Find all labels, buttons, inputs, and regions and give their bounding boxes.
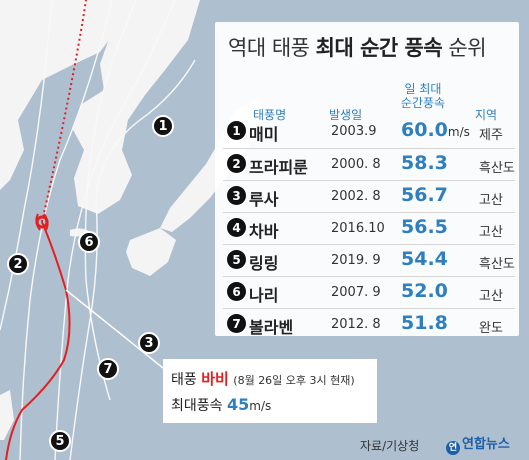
typhoon-speed: 56.5 [401,216,448,238]
typhoon-region: 흑산도 [479,161,515,176]
rank-badge: 2 [227,154,246,173]
typhoon-date: 2003.9 [331,124,377,139]
track-line-d [69,59,196,460]
table-row: 5 링링 2019. 9 54.4 흑산도 [223,244,515,275]
land-korea-peninsula [72,0,200,214]
typhoon-date: 2012. 8 [331,317,381,332]
typhoon-speed: 58.3 [401,152,448,174]
typhoon-region: 고산 [479,193,503,208]
typhoon-name: 프라피룬 [249,158,308,177]
rank-badge: 4 [227,218,246,237]
header-region: 지역 [475,108,498,122]
typhoon-region: 완도 [479,321,503,336]
typhoon-date: 2007. 9 [331,285,381,300]
rank-badge: 1 [227,121,246,140]
typhoon-name: 볼라벤 [249,318,294,337]
panel-title: 역대 태풍 최대 순간 풍속 순위 [228,36,487,60]
logo-mark-icon: 연 [446,441,460,455]
typhoon-name: 루사 [249,190,279,209]
map-marker-1: 1 [152,115,174,137]
header-speed: 일 최대 순간풍속 [400,82,446,110]
typhoon-symbol-icon [35,213,49,231]
track-line-c [84,0,137,401]
typhoon-current-name: 바비 [201,370,229,388]
typhoon-region: 흑산도 [479,257,515,272]
current-typhoon-info: 태풍 바비 (8월 26일 오후 3시 현재) 최대풍속 45m/s [163,359,377,423]
typhoon-region: 고산 [479,289,503,304]
rank-badge: 5 [227,250,246,269]
typhoon-region: 제주 [479,128,503,143]
info-line-name: 태풍 바비 (8월 26일 오후 3시 현재) [171,370,355,388]
info-line-wind: 최대풍속 45m/s [171,395,272,414]
land-china-mainland [0,0,118,190]
yonhap-logo: 연 연합뉴스 [446,433,510,455]
typhoon-past-track [5,221,71,460]
typhoon-name: 나리 [249,286,279,305]
rank-badge: 7 [227,314,246,333]
table-row: 4 차바 2016.10 56.5 고산 [223,212,515,243]
table-row: 6 나리 2007. 9 52.0 고산 [223,276,515,307]
typhoon-name: 매미 [249,125,279,144]
header-name: 태풍명 [253,108,287,122]
table-row: 2 프라피룬 2000. 8 58.3 흑산도 [223,148,515,179]
table-row: 1 매미 2003.9 60.0m/s 제주 [223,116,515,146]
header-year: 발생일 [329,108,363,122]
ranking-panel: 역대 태풍 최대 순간 풍속 순위 태풍명 발생일 일 최대 순간풍속 지역 1… [215,22,519,339]
typhoon-name: 차바 [249,222,279,241]
source-credit: 자료/기상청 [360,439,420,453]
typhoon-speed: 60.0m/s [401,119,470,141]
land-japan-kyushu [126,228,176,276]
map-marker-6: 6 [78,231,100,253]
map-marker-5: 5 [49,430,71,452]
track-line-e [0,0,53,331]
typhoon-date: 2016.10 [331,221,385,236]
typhoon-speed: 54.4 [401,248,448,270]
rank-badge: 3 [227,186,246,205]
table-row: 7 볼라벤 2012. 8 51.8 완도 [223,308,515,339]
typhoon-name: 링링 [249,254,279,273]
land-taiwan-hint [0,390,14,440]
map-marker-3: 3 [138,332,160,354]
map-marker-2: 2 [7,253,29,275]
info-pointer-line [65,289,169,373]
map-marker-7: 7 [97,358,119,380]
typhoon-date: 2000. 8 [331,157,381,172]
typhoon-date: 2019. 9 [331,253,381,268]
typhoon-forecast-track [41,0,87,223]
typhoon-region: 고산 [479,225,503,240]
track-line-b [54,0,176,460]
typhoon-speed: 56.7 [401,184,448,206]
rank-badge: 6 [227,282,246,301]
typhoon-date: 2002. 8 [331,189,381,204]
typhoon-speed: 51.8 [401,312,448,334]
typhoon-speed: 52.0 [401,280,448,302]
table-row: 3 루사 2002. 8 56.7 고산 [223,180,515,211]
